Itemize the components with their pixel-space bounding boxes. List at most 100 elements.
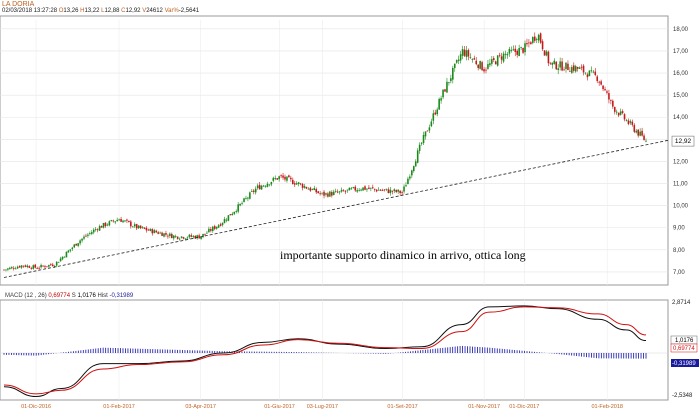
candle-body bbox=[547, 51, 550, 64]
candle-body bbox=[571, 66, 573, 73]
candle-body bbox=[569, 70, 571, 72]
macd-x-tick-label: 03-Apr-2017 bbox=[185, 404, 216, 410]
candle-body bbox=[530, 42, 532, 45]
candle-body bbox=[323, 191, 325, 196]
candle-body bbox=[350, 188, 353, 190]
macd-x-tick-label: 01-Dic-2016 bbox=[21, 404, 51, 410]
candle-body bbox=[87, 234, 89, 236]
candle-body bbox=[290, 177, 292, 180]
candle-body bbox=[539, 33, 542, 43]
open-key: O bbox=[58, 8, 64, 14]
candle-body bbox=[139, 225, 142, 229]
candle-body bbox=[455, 60, 458, 63]
macd-x-tick-label: 01-Giu-2017 bbox=[264, 404, 295, 410]
candle-body bbox=[20, 265, 23, 268]
candle-body bbox=[461, 49, 464, 56]
candle-body bbox=[120, 218, 122, 222]
candle-body bbox=[57, 261, 60, 263]
candle-body bbox=[532, 36, 534, 43]
candle-body bbox=[131, 226, 134, 228]
candle-body bbox=[75, 243, 78, 246]
candle-body bbox=[600, 81, 602, 85]
candle-body bbox=[397, 189, 399, 192]
candle-body bbox=[12, 267, 15, 269]
candle-body bbox=[508, 48, 511, 54]
candle-body bbox=[524, 43, 526, 53]
candle-body bbox=[563, 69, 565, 71]
candle-body bbox=[106, 224, 109, 226]
candle-body bbox=[537, 34, 540, 41]
candle-body bbox=[295, 183, 298, 185]
candle-body bbox=[157, 232, 159, 234]
candle-body bbox=[641, 130, 643, 136]
candle-body bbox=[204, 233, 206, 235]
candle-body bbox=[38, 267, 40, 269]
candle-body bbox=[100, 226, 103, 228]
candle-body bbox=[36, 268, 38, 269]
macd-params: (12 , 26) bbox=[24, 293, 47, 299]
candle-body bbox=[631, 121, 634, 125]
candle-body bbox=[516, 50, 519, 55]
candle-body bbox=[196, 235, 198, 239]
candle-body bbox=[26, 265, 29, 267]
candle-body bbox=[346, 189, 349, 191]
candle-body bbox=[284, 176, 286, 180]
candle-body bbox=[329, 191, 331, 197]
candle-body bbox=[492, 58, 495, 60]
candle-body bbox=[561, 61, 563, 71]
candle-body bbox=[5, 269, 7, 271]
candle-body bbox=[553, 60, 556, 64]
hist-tag-box bbox=[671, 359, 699, 367]
candle-body bbox=[254, 188, 257, 193]
candle-body bbox=[580, 66, 583, 68]
candle-body bbox=[147, 229, 150, 231]
candle-body bbox=[498, 54, 501, 56]
candle-body bbox=[122, 220, 124, 223]
candle-body bbox=[372, 187, 374, 189]
macd-x-tick-label: 01-Feb-2018 bbox=[591, 404, 623, 410]
candle-body bbox=[395, 189, 398, 192]
candle-body bbox=[633, 125, 636, 132]
header-high: 13,22 bbox=[84, 8, 100, 14]
candle-body bbox=[430, 121, 433, 127]
candle-body bbox=[239, 203, 241, 206]
price-y-tick-label: 14,00 bbox=[673, 115, 689, 121]
candle-body bbox=[321, 192, 323, 194]
candle-body bbox=[545, 51, 548, 56]
candle-body bbox=[260, 185, 263, 190]
candle-body bbox=[457, 59, 460, 61]
candle-body bbox=[487, 64, 489, 69]
header-volume: 24612 bbox=[146, 8, 163, 14]
candle-body bbox=[502, 53, 505, 62]
candle-body bbox=[533, 36, 536, 41]
macd-x-tick-label: 01-Nov-2017 bbox=[468, 404, 500, 410]
candle-body bbox=[40, 264, 42, 268]
candle-body bbox=[48, 264, 50, 267]
volume-key: V bbox=[142, 8, 147, 14]
candle-body bbox=[389, 189, 392, 194]
chart-annotation: importante supporto dinamico in arrivo, … bbox=[280, 248, 526, 262]
candle-body bbox=[268, 184, 271, 186]
candle-body bbox=[409, 176, 411, 179]
candle-body bbox=[91, 232, 93, 234]
candle-body bbox=[53, 266, 56, 267]
header-date: 02/03/2018 bbox=[2, 8, 33, 14]
candle-body bbox=[274, 178, 277, 179]
candle-body bbox=[584, 72, 587, 74]
candle-body bbox=[619, 111, 622, 115]
candle-body bbox=[229, 214, 232, 216]
candle-body bbox=[315, 189, 318, 193]
candle-body bbox=[28, 266, 31, 268]
macd-value: 0,69774 bbox=[48, 293, 71, 299]
candle-body bbox=[615, 111, 618, 113]
candle-body bbox=[434, 112, 437, 115]
candle-body bbox=[145, 227, 148, 231]
candle-body bbox=[543, 50, 546, 56]
candle-body bbox=[7, 268, 9, 270]
signal-tag-value: 0,69774 bbox=[673, 346, 695, 352]
candle-body bbox=[188, 234, 191, 238]
candle-body bbox=[85, 235, 87, 237]
candle-body bbox=[494, 61, 497, 65]
header-open: 13,26 bbox=[63, 8, 79, 14]
candle-body bbox=[336, 191, 339, 193]
